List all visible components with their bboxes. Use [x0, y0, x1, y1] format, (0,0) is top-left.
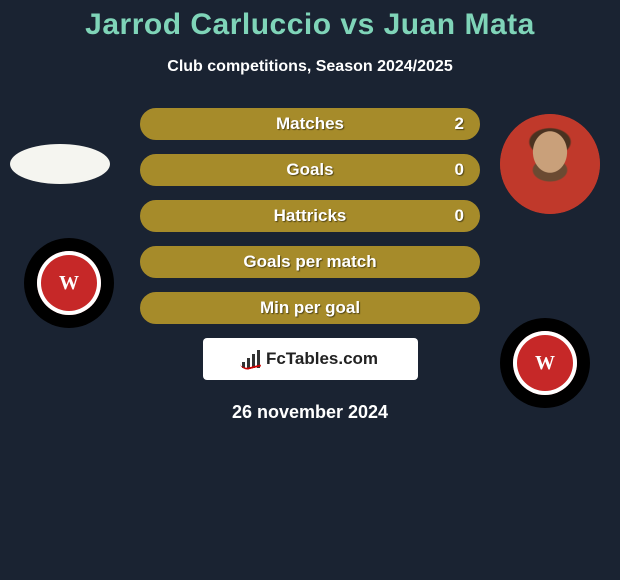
- stats-list: Matches 2 Goals 0 Hattricks 0 Goals per …: [140, 108, 480, 324]
- player-right-club-badge: W: [500, 318, 590, 408]
- source-logo: FcTables.com: [203, 338, 418, 380]
- stat-label: Matches: [276, 114, 344, 134]
- stat-value: 0: [455, 206, 464, 226]
- stat-row-goals: Goals 0: [140, 154, 480, 186]
- stat-value: 0: [455, 160, 464, 180]
- player-left-club-badge: W: [24, 238, 114, 328]
- stat-row-matches: Matches 2: [140, 108, 480, 140]
- date-label: 26 november 2024: [0, 402, 620, 423]
- player-right-avatar: [500, 114, 600, 214]
- stat-row-goals-per-match: Goals per match: [140, 246, 480, 278]
- club-badge-initials: W: [513, 331, 577, 395]
- page-title: Jarrod Carluccio vs Juan Mata: [0, 8, 620, 42]
- comparison-panel: W W Matches 2 Goals 0 Hattricks 0 Goals …: [0, 108, 620, 423]
- stat-label: Goals per match: [243, 252, 376, 272]
- source-logo-text: FcTables.com: [266, 349, 378, 369]
- club-badge-initials: W: [37, 251, 101, 315]
- chart-icon: [242, 350, 260, 368]
- stat-label: Hattricks: [274, 206, 347, 226]
- stat-value: 2: [455, 114, 464, 134]
- stat-label: Min per goal: [260, 298, 360, 318]
- stat-label: Goals: [286, 160, 333, 180]
- stat-row-min-per-goal: Min per goal: [140, 292, 480, 324]
- subtitle: Club competitions, Season 2024/2025: [0, 58, 620, 76]
- stat-row-hattricks: Hattricks 0: [140, 200, 480, 232]
- player-left-avatar: [10, 144, 110, 184]
